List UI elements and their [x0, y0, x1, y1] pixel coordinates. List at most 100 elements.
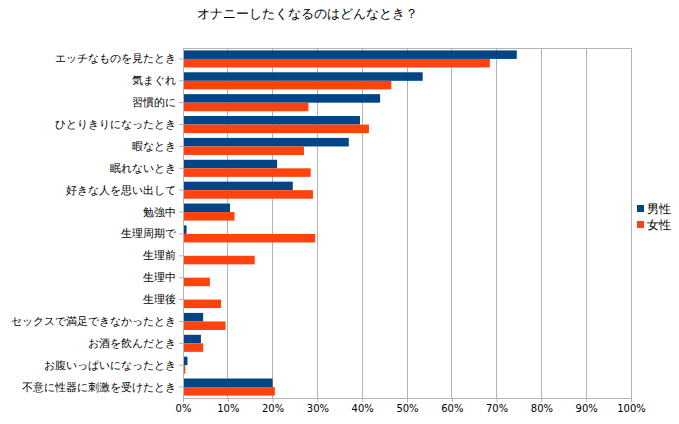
tick-mark: [179, 277, 183, 278]
bars: [183, 50, 517, 395]
tick: お腹いっぱいになったとき: [44, 359, 183, 372]
tick: 習慣的に: [132, 96, 183, 109]
tick-label: 10%: [217, 403, 239, 414]
tick-label: 生理周期で: [121, 227, 177, 240]
grid-line: [541, 48, 542, 398]
tick: 30%: [307, 398, 329, 414]
tick-label: ひとりきりになったとき: [55, 118, 176, 131]
tick-label: 100%: [617, 403, 646, 414]
tick-mark: [452, 398, 453, 402]
tick: 生理中: [143, 271, 183, 284]
bar: [183, 94, 380, 103]
tick-mark: [179, 387, 183, 388]
tick: 気まぐれ: [132, 74, 183, 87]
bar: [183, 168, 311, 177]
bar: [183, 278, 210, 287]
tick: 20%: [262, 398, 284, 414]
tick-label: 暇なとき: [132, 140, 176, 153]
bar: [183, 59, 490, 68]
tick-mark: [179, 146, 183, 147]
tick: 0%: [176, 398, 192, 414]
tick: 生理前: [143, 249, 183, 262]
tick-label: 気まぐれ: [132, 74, 176, 87]
tick-label: エッチなものを見たとき: [55, 52, 176, 65]
legend-item: 女性: [637, 218, 671, 232]
tick: 好きな人を思い出して: [66, 184, 183, 197]
tick-label: 30%: [307, 403, 329, 414]
tick: 40%: [352, 398, 374, 414]
grid-line: [451, 48, 452, 398]
axis-line: [184, 399, 632, 403]
tick-mark: [179, 190, 183, 191]
tick-mark: [179, 58, 183, 59]
tick-mark: [273, 398, 274, 402]
bar: [183, 72, 423, 81]
tick-label: 20%: [262, 403, 284, 414]
tick-mark: [183, 398, 184, 402]
tick-mark: [631, 398, 632, 402]
bar: [183, 160, 277, 169]
legend-label: 女性: [647, 218, 671, 232]
tick-label: 50%: [396, 403, 418, 414]
tick-label: セックスで満足できなかったとき: [11, 315, 176, 328]
legend-label: 男性: [647, 202, 671, 216]
tick-mark: [179, 343, 183, 344]
tick-mark: [228, 398, 229, 402]
bar: [183, 182, 293, 191]
tick: ひとりきりになったとき: [55, 118, 183, 131]
tick-mark: [362, 398, 363, 402]
series: [183, 50, 517, 387]
grid: [183, 48, 631, 398]
grid-line: [407, 48, 408, 398]
bar: [183, 116, 360, 125]
tick: セックスで満足できなかったとき: [11, 315, 183, 328]
tick-mark: [179, 124, 183, 125]
tick-label: 勉強中: [143, 206, 176, 219]
tick-mark: [179, 321, 183, 322]
tick-label: 40%: [352, 403, 374, 414]
bar: [183, 125, 369, 134]
tick-mark: [179, 365, 183, 366]
series: [183, 59, 490, 396]
chart: オナニーしたくなるのはどんなとき？ 0% 10% 20% 30% 40% 50% 60% 70%…: [0, 0, 679, 424]
tick: 不意に性器に刺激を受けたとき: [22, 381, 183, 394]
tick-label: 眠れないとき: [110, 162, 176, 175]
tick-label: お腹いっぱいになったとき: [44, 359, 176, 372]
tick-mark: [179, 233, 183, 234]
tick: 100%: [617, 398, 646, 414]
tick: 90%: [576, 398, 598, 414]
tick-label: 60%: [441, 403, 463, 414]
bar: [183, 256, 255, 265]
grid-line: [586, 48, 587, 398]
tick-label: 生理中: [143, 271, 176, 284]
tick-label: 生理前: [143, 249, 176, 262]
tick-label: 生理後: [143, 293, 176, 306]
tick-mark: [179, 212, 183, 213]
bar: [183, 190, 313, 199]
x-axis: 0% 10% 20% 30% 40% 50% 60% 70% 80% 90% 100%: [176, 398, 646, 414]
tick: 眠れないとき: [110, 162, 183, 175]
tick: 生理周期で: [121, 227, 183, 240]
tick: 80%: [531, 398, 553, 414]
tick: 50%: [396, 398, 418, 414]
bar: [183, 212, 235, 221]
bar: [183, 379, 273, 388]
tick-mark: [179, 168, 183, 169]
tick: 60%: [441, 398, 463, 414]
tick-label: 0%: [176, 403, 192, 414]
tick-mark: [541, 398, 542, 402]
tick-label: 習慣的に: [132, 96, 176, 109]
tick: エッチなものを見たとき: [55, 52, 183, 65]
tick-mark: [497, 398, 498, 402]
tick: 70%: [486, 398, 508, 414]
tick: 暇なとき: [132, 140, 183, 153]
bar: [183, 335, 201, 344]
tick-label: 80%: [531, 403, 553, 414]
tick-mark: [317, 398, 318, 402]
bar: [183, 343, 203, 352]
title: オナニーしたくなるのはどんなとき？: [197, 6, 418, 21]
bar: [183, 146, 304, 155]
legend-swatch: [637, 221, 644, 228]
tick-label: 好きな人を思い出して: [66, 184, 176, 197]
legend-item: 男性: [637, 202, 671, 216]
